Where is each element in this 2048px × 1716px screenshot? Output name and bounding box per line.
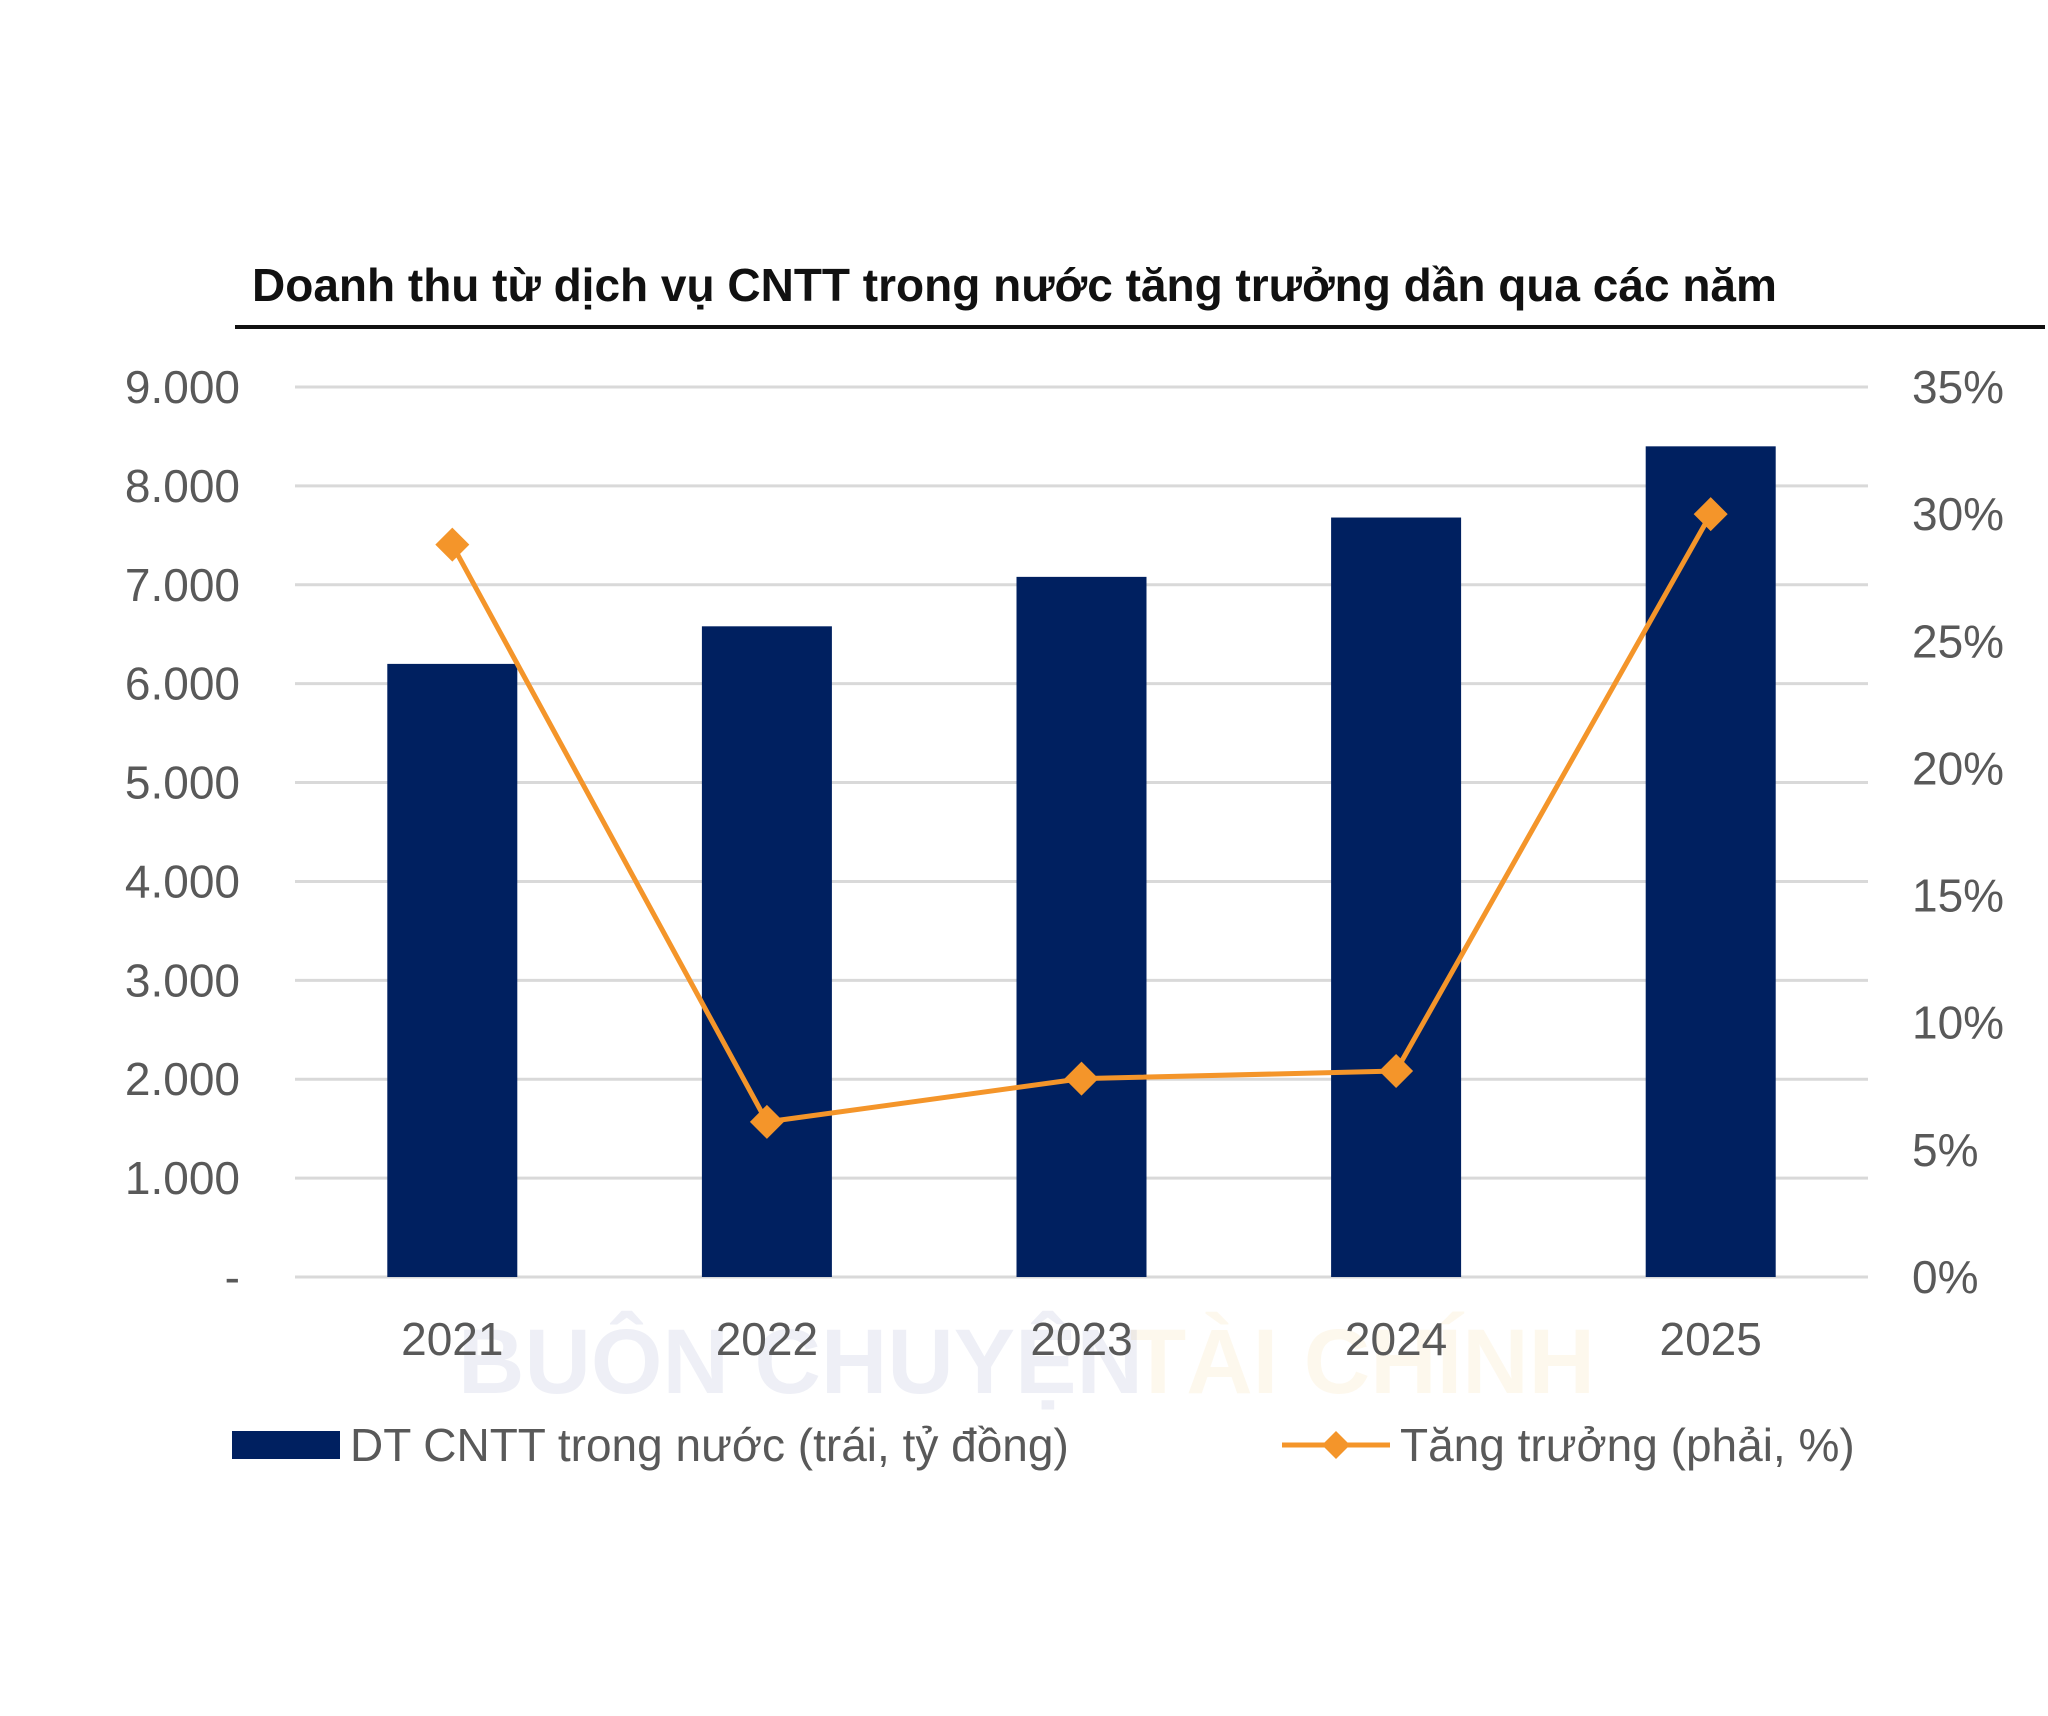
- left-tick-label: 7.000: [125, 559, 240, 611]
- x-tick-label: 2021: [401, 1313, 503, 1365]
- growth-point-2024: [1379, 1054, 1414, 1089]
- left-tick-label: 9.000: [125, 361, 240, 413]
- x-tick-label: 2025: [1660, 1313, 1762, 1365]
- right-tick-label: 5%: [1912, 1124, 1978, 1176]
- left-tick-label: 8.000: [125, 460, 240, 512]
- left-tick-label: 1.000: [125, 1152, 240, 1204]
- title-underline: [235, 325, 2045, 329]
- growth-point-2021: [435, 527, 470, 562]
- x-tick-label: 2024: [1345, 1313, 1447, 1365]
- legend-item-revenue: DT CNTT trong nước (trái, tỷ đồng): [232, 1415, 1069, 1475]
- growth-point-2023: [1064, 1061, 1099, 1096]
- right-tick-label: 10%: [1912, 997, 2004, 1049]
- legend-diamond-marker: [1322, 1431, 1350, 1459]
- legend-bar-swatch: [232, 1431, 340, 1459]
- left-tick-label: -: [225, 1251, 240, 1303]
- watermark-text-left: BUÔN CHUYỆN: [458, 1311, 1143, 1413]
- bar-2024: [1331, 517, 1462, 1277]
- right-tick-label: 25%: [1912, 615, 2004, 667]
- x-axis: 2021 2022 2023 2024 2025: [401, 1313, 1762, 1365]
- right-axis: 0% 5% 10% 15% 20% 25% 30% 35%: [1912, 361, 2004, 1303]
- watermark-text-right: TÀI CHÍNH: [1130, 1311, 1596, 1413]
- x-tick-label: 2023: [1030, 1313, 1132, 1365]
- legend-label-revenue: DT CNTT trong nước (trái, tỷ đồng): [350, 1419, 1069, 1471]
- bar-series: [387, 446, 1776, 1277]
- left-axis: - 1.000 2.000 3.000 4.000 5.000 6.000 7.000 8.00…: [125, 361, 240, 1303]
- growth-point-2025: [1693, 497, 1728, 532]
- left-tick-label: 5.000: [125, 757, 240, 809]
- bar-2025: [1645, 446, 1776, 1277]
- bar-2022: [701, 626, 832, 1277]
- bar-2021: [387, 663, 518, 1277]
- left-tick-label: 3.000: [125, 954, 240, 1006]
- legend-line-swatch: [1282, 1431, 1390, 1459]
- right-tick-label: 15%: [1912, 870, 2004, 922]
- right-tick-label: 20%: [1912, 742, 2004, 794]
- line-series: [435, 497, 1728, 1139]
- right-tick-label: 35%: [1912, 361, 2004, 413]
- legend: DT CNTT trong nước (trái, tỷ đồng) Tăng …: [232, 1415, 1932, 1475]
- left-tick-label: 2.000: [125, 1053, 240, 1105]
- left-tick-label: 4.000: [125, 855, 240, 907]
- chart-title: Doanh thu từ dịch vụ CNTT trong nước tăn…: [252, 259, 1777, 311]
- legend-item-growth: Tăng trưởng (phải, %): [1282, 1415, 1855, 1475]
- bar-2023: [1016, 576, 1147, 1277]
- right-tick-label: 0%: [1912, 1251, 1978, 1303]
- left-tick-label: 6.000: [125, 658, 240, 710]
- legend-label-growth: Tăng trưởng (phải, %): [1400, 1419, 1855, 1471]
- growth-point-2022: [749, 1104, 784, 1139]
- right-tick-label: 30%: [1912, 488, 2004, 540]
- x-tick-label: 2022: [716, 1313, 818, 1365]
